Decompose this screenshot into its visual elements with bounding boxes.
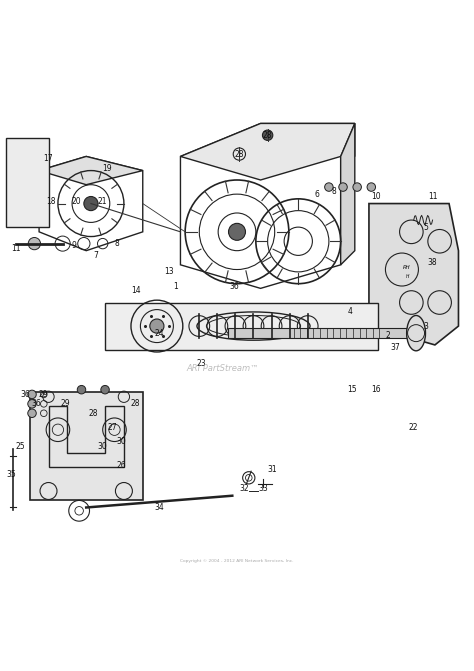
Text: 35: 35 [6, 470, 16, 479]
Circle shape [263, 130, 273, 140]
Ellipse shape [407, 315, 426, 351]
Bar [228, 328, 411, 338]
Circle shape [325, 183, 333, 191]
Text: 25: 25 [16, 442, 25, 451]
Text: 29: 29 [60, 399, 70, 409]
Text: 8: 8 [114, 239, 119, 248]
Polygon shape [39, 156, 143, 185]
Text: 30: 30 [117, 437, 127, 446]
Text: H: H [405, 274, 408, 279]
Circle shape [228, 223, 246, 240]
Text: 28: 28 [263, 131, 273, 140]
Text: 3: 3 [423, 321, 428, 331]
Text: ARI PartStream™: ARI PartStream™ [187, 364, 259, 373]
Text: 13: 13 [164, 267, 173, 276]
Text: 23: 23 [197, 359, 207, 368]
Text: 29: 29 [39, 390, 49, 399]
Text: 31: 31 [267, 465, 277, 474]
Text: 4: 4 [347, 307, 353, 317]
Text: 16: 16 [371, 385, 381, 394]
Text: 22: 22 [409, 423, 419, 432]
Text: 28: 28 [89, 409, 98, 418]
Text: 2: 2 [385, 331, 390, 340]
Text: 11: 11 [428, 192, 438, 201]
Text: 28: 28 [131, 399, 140, 409]
Circle shape [28, 390, 36, 399]
Text: 15: 15 [347, 385, 357, 394]
Circle shape [77, 385, 86, 394]
Text: 1: 1 [173, 282, 178, 291]
Text: 17: 17 [44, 154, 53, 163]
Text: 9: 9 [72, 242, 77, 250]
Circle shape [353, 183, 361, 191]
Circle shape [101, 385, 109, 394]
Circle shape [28, 400, 36, 408]
Circle shape [28, 238, 40, 250]
Text: 20: 20 [72, 197, 82, 206]
Circle shape [339, 183, 347, 191]
Polygon shape [369, 203, 458, 345]
Circle shape [84, 197, 98, 211]
Text: 37: 37 [390, 343, 400, 352]
Text: 36: 36 [20, 390, 30, 399]
Polygon shape [181, 123, 355, 180]
Text: 24: 24 [155, 329, 164, 338]
Circle shape [28, 409, 36, 417]
Polygon shape [6, 138, 48, 227]
Text: 11: 11 [11, 244, 20, 253]
Polygon shape [341, 123, 355, 265]
Polygon shape [30, 392, 143, 501]
Text: RH: RH [403, 264, 410, 270]
Text: 36: 36 [230, 282, 239, 291]
Text: 34: 34 [155, 503, 164, 512]
Text: 27: 27 [107, 423, 117, 432]
Text: 28: 28 [235, 150, 244, 158]
Text: 19: 19 [102, 164, 112, 172]
Text: 38: 38 [428, 258, 438, 267]
Text: 7: 7 [93, 251, 98, 260]
Text: 21: 21 [98, 197, 108, 206]
Circle shape [150, 319, 164, 333]
Text: Copyright © 2004 - 2012 ARI Network Services, Inc.: Copyright © 2004 - 2012 ARI Network Serv… [180, 559, 294, 562]
Text: 32: 32 [239, 484, 249, 493]
Text: 10: 10 [371, 192, 381, 201]
Text: 26: 26 [117, 460, 127, 470]
Polygon shape [105, 303, 378, 350]
Text: 14: 14 [131, 287, 140, 295]
Text: 30: 30 [98, 442, 108, 451]
Text: 5: 5 [423, 223, 428, 231]
Text: 33: 33 [258, 484, 268, 493]
Circle shape [367, 183, 375, 191]
Text: 6: 6 [315, 190, 319, 199]
Text: 18: 18 [46, 197, 55, 206]
Text: 8: 8 [331, 187, 336, 197]
Text: 36: 36 [32, 399, 42, 409]
